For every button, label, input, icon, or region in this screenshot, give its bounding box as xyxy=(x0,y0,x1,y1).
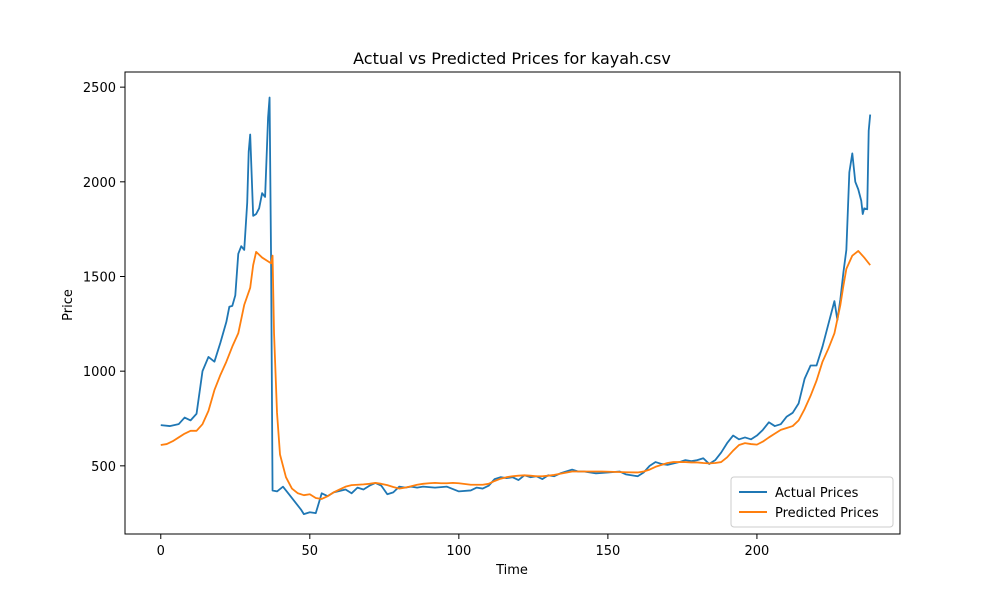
y-axis: 500 1000 1500 2000 2500 xyxy=(83,81,125,475)
x-tick-label: 200 xyxy=(745,544,770,559)
x-axis: 0 50 100 150 200 xyxy=(157,534,770,559)
y-tick-label: 500 xyxy=(91,460,116,475)
y-tick-label: 2000 xyxy=(83,176,116,191)
x-tick-label: 150 xyxy=(595,544,620,559)
x-tick-label: 50 xyxy=(302,544,319,559)
plot-frame xyxy=(124,71,901,535)
legend-label: Predicted Prices xyxy=(775,506,879,521)
y-tick-label: 1500 xyxy=(83,270,116,285)
series-line-actual-prices xyxy=(160,96,872,516)
legend-label: Actual Prices xyxy=(775,486,859,501)
series-line-predicted-prices xyxy=(160,250,871,500)
x-tick-label: 100 xyxy=(446,544,471,559)
legend: Actual Prices Predicted Prices xyxy=(730,476,894,528)
x-tick-label: 0 xyxy=(157,544,165,559)
chart-title: Actual vs Predicted Prices for kayah.csv xyxy=(353,49,671,68)
x-axis-label: Time xyxy=(495,563,528,578)
y-tick-label: 2500 xyxy=(83,81,116,96)
y-axis-label: Price xyxy=(61,289,76,321)
y-tick-label: 1000 xyxy=(83,365,116,380)
plot-area xyxy=(160,96,872,516)
legend-box xyxy=(730,476,894,528)
